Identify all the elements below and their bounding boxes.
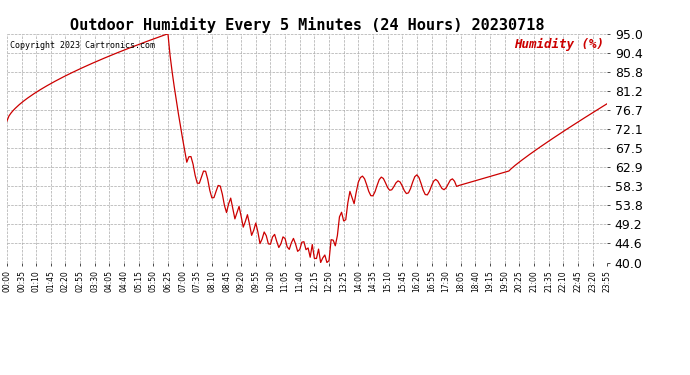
Title: Outdoor Humidity Every 5 Minutes (24 Hours) 20230718: Outdoor Humidity Every 5 Minutes (24 Hou…	[70, 16, 544, 33]
Text: Copyright 2023 Cartronics.com: Copyright 2023 Cartronics.com	[10, 40, 155, 50]
Text: Humidity (%): Humidity (%)	[514, 38, 604, 51]
